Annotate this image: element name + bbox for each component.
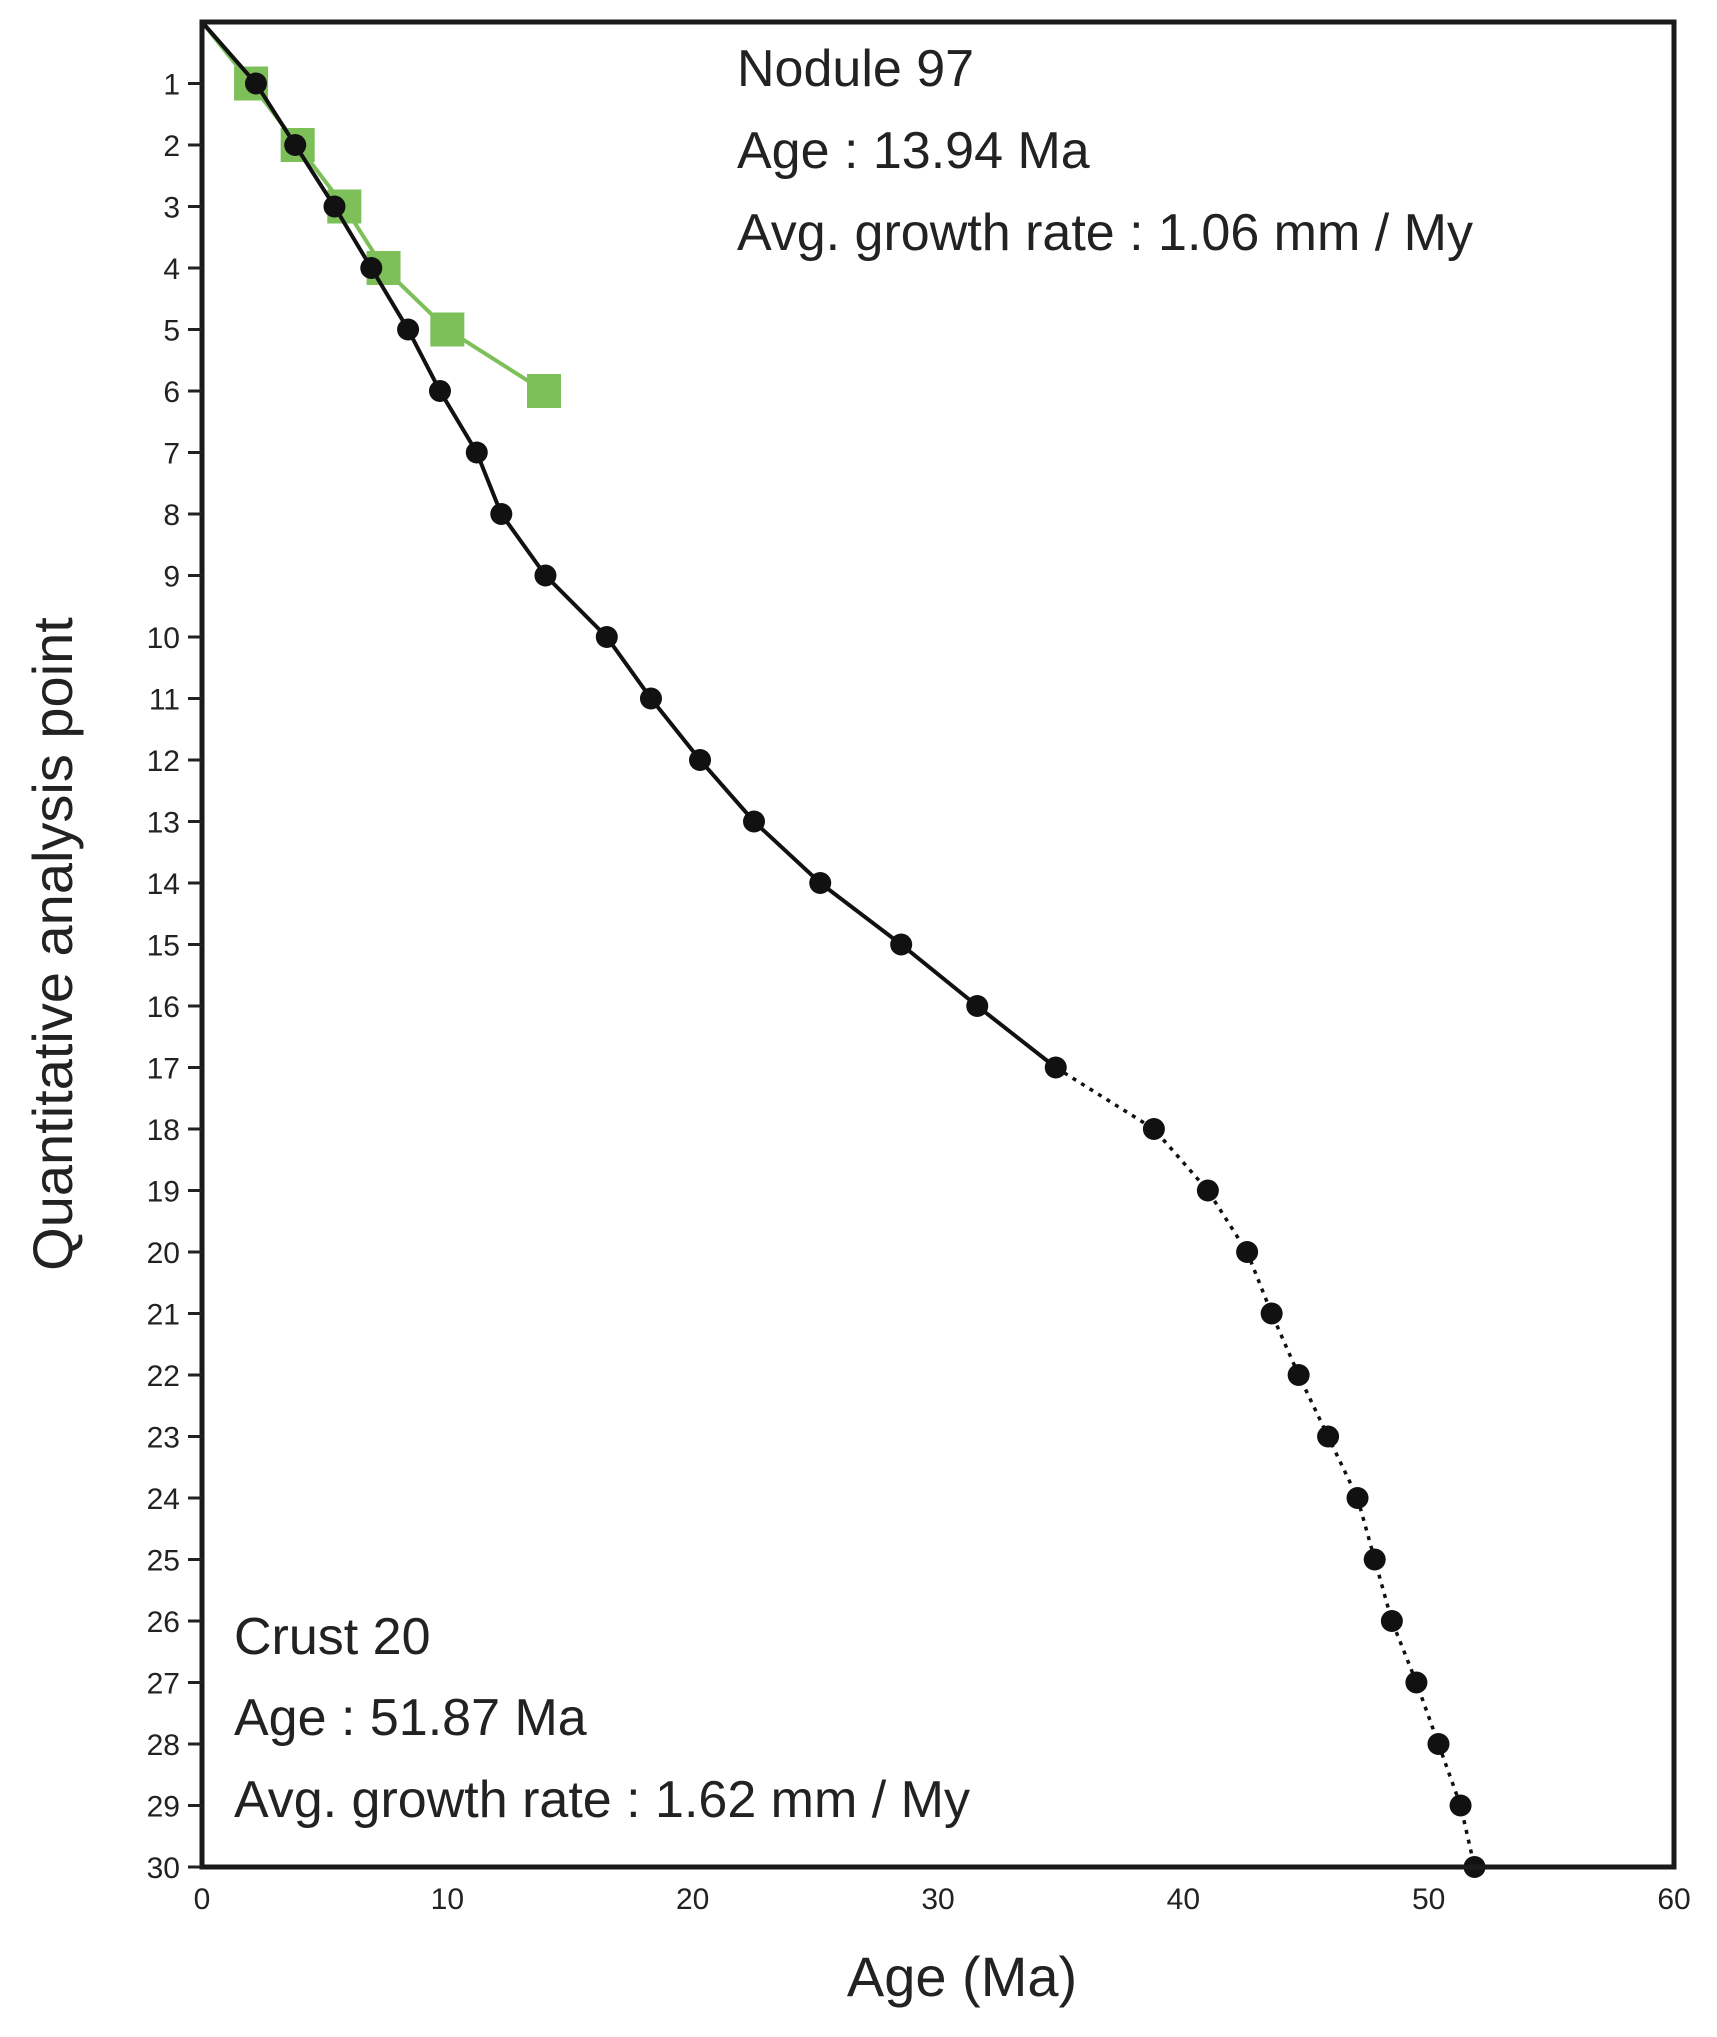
crust-20-point — [1363, 1548, 1386, 1571]
crust-20-point — [809, 872, 832, 894]
nodule-97-point — [526, 374, 561, 408]
crust-20-point — [689, 749, 712, 771]
x-tick-label: 40 — [1167, 1883, 1200, 1916]
x-axis-title: Age (Ma) — [847, 1945, 1077, 2008]
y-tick-label: 5 — [163, 315, 180, 348]
crust-20-point — [595, 626, 618, 648]
crust-20-point — [1196, 1179, 1219, 1202]
y-tick-label: 10 — [147, 622, 180, 655]
crust-20-point — [1427, 1733, 1450, 1755]
y-tick-label: 4 — [163, 253, 180, 286]
crust-20-point — [490, 503, 513, 525]
y-tick-label: 9 — [163, 561, 180, 594]
y-tick-label: 18 — [147, 1114, 180, 1147]
y-tick-label: 20 — [147, 1237, 180, 1270]
nodule-97-point — [430, 312, 465, 347]
x-tick-label: 0 — [194, 1883, 211, 1916]
crust-20-point — [1236, 1241, 1259, 1263]
y-tick-label: 14 — [147, 868, 180, 901]
x-tick-label: 10 — [431, 1883, 464, 1916]
crust-20-point — [244, 72, 267, 95]
nodule-age: Age : 13.94 Ma — [737, 122, 1090, 180]
crust-20-point — [1260, 1302, 1283, 1325]
y-tick-label: 21 — [147, 1299, 180, 1332]
crust-20-point — [1317, 1425, 1340, 1448]
crust-20-point — [397, 318, 420, 341]
crust-20-point — [1346, 1487, 1369, 1509]
nodule-growth-rate: Avg. growth rate : 1.06 mm / My — [737, 204, 1473, 262]
x-tick-label: 20 — [676, 1883, 709, 1916]
y-tick-label: 17 — [147, 1053, 180, 1086]
crust-20-dotted-line — [1054, 1066, 1477, 1868]
y-tick-label: 3 — [163, 192, 180, 225]
y-tick-label: 24 — [147, 1483, 180, 1516]
y-tick-label: 8 — [163, 499, 180, 532]
crust-20-point — [428, 380, 451, 402]
crust-label: Crust 20 — [234, 1608, 431, 1666]
crust-20-point — [1142, 1118, 1165, 1140]
y-tick-label: 15 — [147, 930, 180, 963]
crust-20-point — [1380, 1610, 1403, 1632]
y-tick-label: 23 — [147, 1422, 180, 1455]
crust-20-point — [743, 810, 765, 833]
y-tick-label: 1 — [163, 69, 180, 102]
x-tick-label: 50 — [1412, 1883, 1445, 1916]
crust-20-point — [360, 257, 383, 279]
y-tick-label: 25 — [147, 1545, 180, 1578]
y-tick-label: 28 — [147, 1729, 180, 1762]
y-tick-label: 29 — [147, 1791, 180, 1824]
crust-20-point — [284, 134, 307, 156]
crust-age: Age : 51.87 Ma — [234, 1689, 587, 1747]
y-tick-label: 13 — [147, 807, 180, 840]
y-tick-label: 26 — [147, 1606, 180, 1639]
crust-20-line — [200, 20, 1057, 1070]
y-tick-label: 30 — [147, 1852, 180, 1885]
y-tick-label: 12 — [147, 745, 180, 778]
y-tick-label: 27 — [147, 1668, 180, 1701]
crust-20-point — [1449, 1794, 1472, 1817]
crust-20-point — [465, 441, 488, 464]
y-tick-label: 11 — [149, 684, 180, 717]
y-tick-label: 22 — [147, 1360, 180, 1393]
crust-20-point — [1044, 1056, 1067, 1079]
plot-frame — [199, 19, 1677, 1870]
crust-growth-rate: Avg. growth rate : 1.62 mm / My — [234, 1771, 970, 1829]
crust-20-point — [966, 995, 989, 1017]
crust-20-point — [890, 933, 913, 956]
y-tick-label: 16 — [147, 991, 180, 1024]
crust-20-point — [534, 564, 557, 587]
y-tick-label: 7 — [163, 438, 180, 471]
nodule-label: Nodule 97 — [737, 40, 974, 98]
y-tick-label: 19 — [147, 1176, 180, 1209]
crust-20-point — [1405, 1671, 1428, 1694]
y-axis-title: Quantitative analysis point — [21, 617, 84, 1271]
crust-20-point — [639, 687, 662, 710]
crust-20-point — [1287, 1364, 1310, 1386]
y-tick-label: 2 — [163, 130, 180, 163]
x-tick-label: 30 — [921, 1883, 954, 1916]
x-tick-label: 60 — [1657, 1883, 1690, 1916]
crust-20-point — [323, 195, 346, 218]
y-tick-label: 6 — [163, 376, 180, 409]
